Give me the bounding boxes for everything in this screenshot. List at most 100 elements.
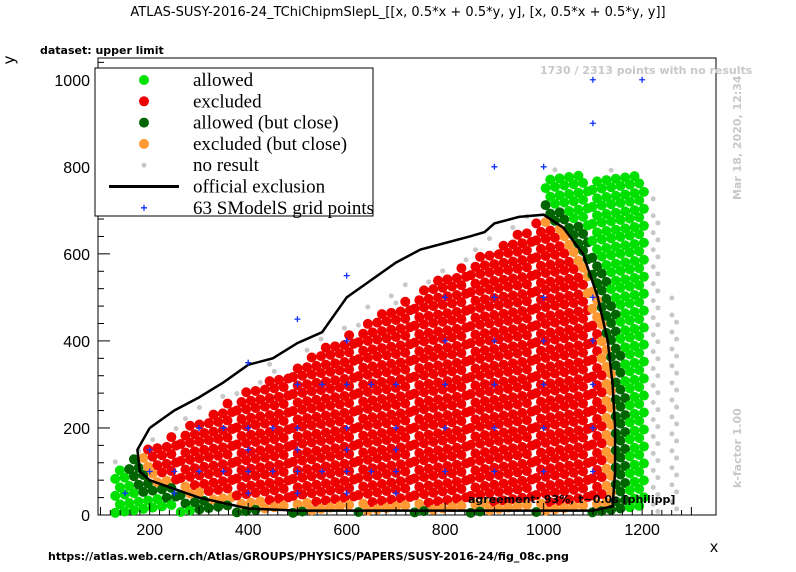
scan-point-none <box>674 370 680 376</box>
scan-point-excluded <box>428 335 439 346</box>
scan-point-excluded <box>517 255 528 266</box>
scan-point-excludedClose <box>606 385 617 396</box>
scan-point-excluded <box>180 464 191 475</box>
scan-point-none <box>669 414 675 420</box>
scan-point-excluded <box>376 444 387 455</box>
scan-point-excluded <box>161 458 172 469</box>
grid-point-marker <box>195 468 202 475</box>
scan-point-allowed <box>606 216 617 227</box>
scan-point-excluded <box>278 466 289 477</box>
scan-point-allowed <box>615 265 626 276</box>
scan-point-excluded <box>175 456 186 467</box>
grid-point-marker <box>368 468 375 475</box>
scan-point-excludedClose <box>470 499 481 510</box>
grid-point-marker <box>392 381 399 388</box>
scan-point-excludedClose <box>302 498 313 509</box>
scan-point-excluded <box>578 364 589 375</box>
scan-point-excluded <box>573 357 584 368</box>
scan-point-excludedClose <box>606 453 617 464</box>
scan-point-excluded <box>559 367 570 378</box>
scan-point-excluded <box>578 449 589 460</box>
scan-point-excluded <box>573 323 584 334</box>
scan-point-excluded <box>166 432 177 443</box>
scan-point-excluded <box>564 307 575 318</box>
scan-point-none <box>608 167 614 173</box>
grid-point-marker <box>491 337 498 344</box>
scan-point-allowed <box>629 306 640 317</box>
scan-point-excluded <box>498 410 509 421</box>
grid-point-marker <box>639 76 646 83</box>
scan-point-excluded <box>578 398 589 409</box>
scan-point-allowed <box>587 218 598 229</box>
plot-area <box>97 57 717 516</box>
scan-point-none <box>669 465 675 471</box>
scan-point-excluded <box>540 403 551 414</box>
scan-point-excluded <box>493 385 504 396</box>
scan-point-excluded <box>489 428 500 439</box>
grid-point-marker <box>392 424 399 431</box>
scan-point-excluded <box>316 419 327 430</box>
scan-point-excluded <box>484 471 495 482</box>
scan-point-allowed <box>615 248 626 259</box>
scan-point-none <box>655 390 661 396</box>
grid-point-marker <box>343 272 350 279</box>
scan-point-allowed <box>629 256 640 267</box>
x-tick-label: 600 <box>333 522 360 539</box>
scan-point-excluded <box>306 369 317 380</box>
x-tick-label: 200 <box>136 522 163 539</box>
scan-point-excluded <box>540 301 551 312</box>
scan-point-none <box>304 347 310 353</box>
scan-point-excluded <box>568 382 579 393</box>
scan-point-excluded <box>451 442 462 453</box>
scan-point-allowed <box>610 173 621 184</box>
scan-point-excludedClose <box>601 395 612 406</box>
scan-point-excluded <box>334 382 345 393</box>
scan-point-excludedClose <box>456 500 467 511</box>
scan-point-excluded <box>549 266 560 277</box>
scan-point-excluded <box>479 294 490 305</box>
scan-point-excluded <box>409 371 420 382</box>
scan-point-excluded <box>297 472 308 483</box>
scan-point-excluded <box>540 454 551 465</box>
scan-point-excluded <box>311 462 322 473</box>
scan-point-excluded <box>372 419 383 430</box>
scan-point-excluded <box>475 387 486 398</box>
scan-point-excluded <box>395 340 406 351</box>
scan-point-excluded <box>428 301 439 312</box>
scan-point-excluded <box>185 471 196 482</box>
scan-point-excluded <box>297 438 308 449</box>
scan-point-excluded <box>386 324 397 335</box>
scan-point-excluded <box>447 485 458 496</box>
scan-point-excluded <box>493 402 504 413</box>
scan-point-excluded <box>409 354 420 365</box>
x-axis-label: x <box>710 539 718 556</box>
scan-point-excluded <box>498 308 509 319</box>
scan-point-excluded <box>358 396 369 407</box>
scan-point-excluded <box>531 473 542 484</box>
scan-point-excluded <box>302 396 313 407</box>
scan-point-excluded <box>367 378 378 389</box>
scan-point-excluded <box>334 399 345 410</box>
scan-point-excluded <box>344 330 355 341</box>
scan-point-excluded <box>255 411 266 422</box>
scan-point-allowedClose <box>128 454 139 465</box>
scan-point-excluded <box>344 381 355 392</box>
grid-point-marker <box>245 359 252 366</box>
scan-point-excluded <box>409 422 420 433</box>
scan-point-excluded <box>185 420 196 431</box>
scan-point-excluded <box>433 496 444 507</box>
scan-point-excluded <box>545 429 556 440</box>
scan-point-excluded <box>241 404 252 415</box>
scan-point-excluded <box>493 300 504 311</box>
scan-point-allowedClose <box>620 478 631 489</box>
scan-point-excluded <box>433 377 444 388</box>
grid-point-marker <box>540 381 547 388</box>
scan-point-allowedClose <box>578 245 589 256</box>
scan-point-allowed <box>629 222 640 233</box>
scan-point-excluded <box>545 327 556 338</box>
scan-point-excluded <box>259 469 270 480</box>
scan-point-allowed <box>634 195 645 206</box>
scan-point-none <box>655 220 661 226</box>
scan-point-allowed <box>549 198 560 209</box>
scan-point-excluded <box>484 250 495 261</box>
